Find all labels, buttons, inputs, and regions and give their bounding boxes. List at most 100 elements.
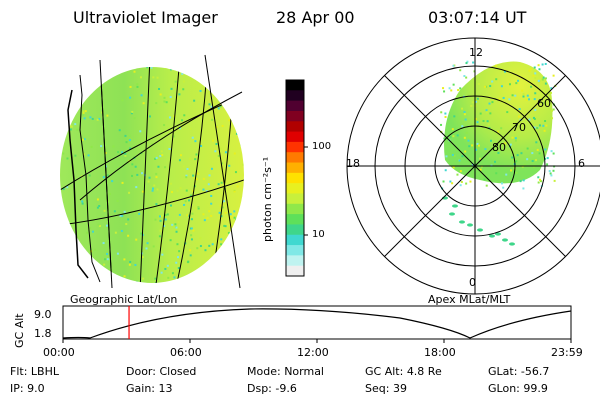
polar-pixel [473, 70, 476, 73]
gcalt-value: 4.8 Re [406, 365, 442, 378]
mlt-label-12: 12 [469, 46, 483, 59]
earth-pixel [136, 83, 139, 86]
earth-pixel [160, 215, 163, 218]
earth-pixel [60, 200, 63, 203]
earth-pixel [169, 205, 172, 208]
earth-pixel [163, 96, 166, 99]
earth-pixel [75, 87, 78, 90]
earth-pixel [66, 260, 69, 263]
earth-pixel [155, 156, 158, 159]
earth-pixel [66, 95, 69, 98]
earth-pixel [191, 212, 194, 215]
earth-pixel [195, 178, 198, 181]
polar-pixel [489, 112, 492, 115]
earth-pixel [210, 202, 213, 205]
earth-pixel [159, 93, 162, 96]
earth-pixel [197, 206, 200, 209]
earth-pixel [89, 268, 92, 271]
polar-pixel [537, 181, 540, 184]
polar-pixel [546, 163, 549, 166]
mlt-label-6: 6 [578, 157, 585, 170]
polar-pixel [526, 158, 529, 161]
polar-pixel [546, 157, 549, 160]
earth-pixel [82, 114, 85, 117]
earth-pixel [104, 152, 107, 155]
polar-pixel [482, 119, 485, 122]
polar-pixel [552, 108, 555, 111]
earth-pixel [168, 116, 171, 119]
earth-pixel [97, 223, 100, 226]
colorbar-swatch [286, 90, 304, 102]
earth-pixel [243, 82, 244, 85]
earth-pixel [190, 279, 193, 282]
earth-pixel [163, 100, 166, 103]
earth-pixel [226, 103, 229, 106]
earth-pixel [236, 232, 239, 235]
earth-pixel [209, 281, 212, 283]
earth-pixel [193, 99, 196, 102]
polar-pixel [544, 148, 547, 151]
earth-pixel [61, 75, 64, 78]
earth-pixel [154, 218, 157, 221]
earth-pixel [188, 214, 191, 217]
polar-pixel [518, 108, 521, 111]
polar-pixel [476, 142, 479, 145]
earth-pixel [164, 67, 167, 69]
polar-pixel [528, 69, 531, 72]
earth-pixel [220, 243, 223, 246]
earth-pixel [131, 110, 134, 113]
earth-pixel [228, 252, 231, 255]
earth-pixel [224, 225, 227, 228]
polar-pixel [463, 111, 466, 114]
earth-pixel [61, 113, 64, 116]
earth-pixel [174, 80, 177, 83]
polar-pixel [485, 85, 488, 88]
polar-pixel [486, 120, 489, 123]
earth-pixel [124, 154, 127, 157]
earth-pixel [128, 139, 131, 142]
polar-pixel [475, 148, 478, 151]
earth-pixel [190, 238, 193, 241]
earth-pixel [175, 261, 178, 264]
earth-pixel [175, 226, 178, 229]
earth-pixel [183, 114, 186, 117]
earth-pixel [160, 150, 163, 153]
earth-pixel [164, 214, 167, 217]
earth-pixel [121, 99, 124, 102]
earth-pixel [163, 224, 166, 227]
earth-pixel [219, 147, 222, 150]
polar-pixel [500, 127, 503, 130]
colorbar-swatch [286, 203, 304, 215]
earth-pixel [230, 67, 233, 69]
earth-pixel [121, 151, 124, 154]
polar-pixel [452, 64, 455, 67]
polar-pixel [522, 92, 525, 95]
earth-pixel [222, 91, 225, 94]
polar-pixel [514, 94, 517, 97]
polar-pixel [463, 75, 466, 78]
earth-pixel [202, 213, 205, 216]
earth-pixel [70, 125, 73, 128]
earth-pixel [123, 210, 126, 213]
earth-pixel [210, 194, 213, 197]
polar-pixel [474, 117, 477, 120]
alt-xtick-6: 06:00 [170, 346, 202, 359]
altitude-curve [62, 308, 572, 339]
polar-blob [467, 223, 473, 227]
polar-pixel [477, 167, 480, 170]
earth-pixel [178, 93, 181, 96]
earth-pixel [239, 259, 242, 262]
earth-pixel [189, 127, 192, 130]
polar-pixel [523, 164, 526, 167]
earth-pixel [165, 101, 168, 104]
earth-pixel [121, 181, 124, 184]
earth-pixel [196, 247, 199, 250]
earth-pixel [200, 145, 203, 148]
polar-pixel [458, 159, 461, 162]
polar-pixel [484, 150, 487, 153]
earth-pixel [229, 264, 232, 267]
earth-pixel [221, 162, 224, 165]
colorbar-swatch [286, 224, 304, 236]
earth-pixel [172, 135, 175, 138]
earth-pixel [83, 153, 86, 156]
